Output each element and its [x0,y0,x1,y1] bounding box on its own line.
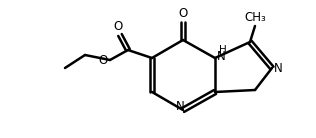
Text: O: O [113,20,123,33]
Text: N: N [274,62,283,75]
Text: CH₃: CH₃ [244,11,266,24]
Text: H: H [219,45,227,55]
Text: N: N [217,50,226,63]
Text: N: N [176,100,184,113]
Text: O: O [99,54,108,67]
Text: O: O [178,7,188,20]
